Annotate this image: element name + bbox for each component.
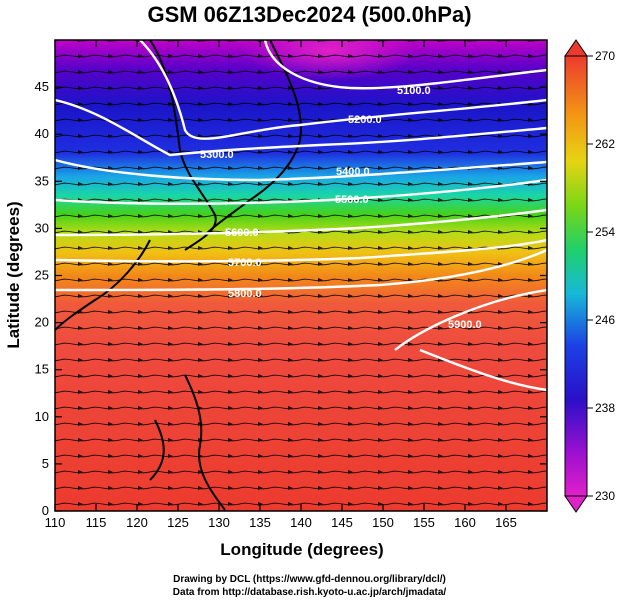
colorbar-body xyxy=(564,55,588,497)
y-tick-label: 40 xyxy=(35,126,49,141)
contour-label: 5400.0 xyxy=(336,166,370,178)
x-tick-label: 165 xyxy=(495,515,517,530)
x-tick-label: 140 xyxy=(290,515,312,530)
x-tick-label: 130 xyxy=(208,515,230,530)
y-tick-label: 0 xyxy=(42,503,49,518)
x-tick-label: 125 xyxy=(167,515,189,530)
x-tick-label: 160 xyxy=(454,515,476,530)
credit-data: Data from http://database.rish.kyoto-u.a… xyxy=(172,587,447,598)
y-axis: 0 5 10 15 20 25 30 35 40 45 xyxy=(35,79,547,518)
contour-label: 5900.0 xyxy=(448,319,482,331)
contour-label: 5100.0 xyxy=(397,85,431,97)
colorbar-tick-label: 270 xyxy=(595,49,615,63)
y-tick-label: 10 xyxy=(35,409,49,424)
colorbar-tick-label: 246 xyxy=(595,313,615,327)
contour-label: 5500.0 xyxy=(335,194,369,206)
contour-label: 5300.0 xyxy=(200,149,234,161)
contour-label: 5800.0 xyxy=(228,288,262,300)
colorbar: 230 238 246 254 262 270 xyxy=(564,39,615,513)
x-tick-label: 115 xyxy=(86,515,107,530)
y-tick-label: 5 xyxy=(42,456,49,471)
x-axis: 110 115 120 125 130 135 140 145 150 155 160 165 xyxy=(45,40,517,530)
x-tick-label: 110 xyxy=(45,515,66,530)
y-tick-label: 20 xyxy=(35,315,49,330)
x-tick-label: 135 xyxy=(249,515,271,530)
colorbar-tick-label: 238 xyxy=(595,401,615,415)
y-tick-label: 15 xyxy=(35,362,49,377)
colorbar-tick-label: 254 xyxy=(595,225,615,239)
y-tick-label: 25 xyxy=(35,268,49,283)
y-tick-label: 45 xyxy=(35,79,49,94)
credit-drawing: Drawing by DCL (https://www.gfd-dennou.o… xyxy=(173,574,446,585)
contour-label: 5200.0 xyxy=(348,114,382,126)
colorbar-bottom-cap xyxy=(564,495,588,513)
contours xyxy=(55,40,547,392)
contour-labels: 5100.0 5200.0 5300.0 5400.0 5500.0 5600.… xyxy=(200,85,482,331)
y-axis-label: Latitude (degrees) xyxy=(4,201,23,348)
x-tick-label: 120 xyxy=(126,515,148,530)
colorbar-tick-label: 262 xyxy=(595,137,615,151)
contour-label: 5600.0 xyxy=(225,227,259,239)
streamlines xyxy=(55,40,547,511)
x-tick-label: 155 xyxy=(413,515,435,530)
x-tick-label: 150 xyxy=(372,515,394,530)
x-tick-label: 145 xyxy=(331,515,353,530)
page-title: GSM 06Z13Dec2024 (500.0hPa) xyxy=(147,2,472,27)
contour-label: 5700.0 xyxy=(228,257,262,269)
colorbar-top-cap xyxy=(564,39,588,57)
x-axis-label: Longitude (degrees) xyxy=(220,540,383,559)
y-tick-label: 35 xyxy=(35,173,49,188)
y-tick-label: 30 xyxy=(35,220,49,235)
colorbar-tick-label: 230 xyxy=(595,489,615,503)
